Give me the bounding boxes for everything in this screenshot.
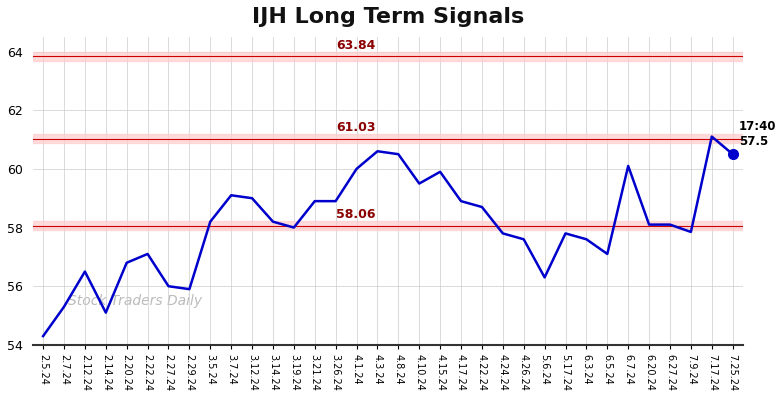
Text: Stock Traders Daily: Stock Traders Daily — [68, 294, 202, 308]
Text: 58.06: 58.06 — [336, 209, 376, 221]
Title: IJH Long Term Signals: IJH Long Term Signals — [252, 7, 524, 27]
Bar — [33, 134, 743, 143]
Text: 61.03: 61.03 — [336, 121, 376, 134]
Text: 63.84: 63.84 — [336, 39, 376, 52]
Bar — [33, 221, 743, 230]
Text: 17:40
57.5: 17:40 57.5 — [739, 120, 776, 148]
Bar — [33, 52, 743, 60]
